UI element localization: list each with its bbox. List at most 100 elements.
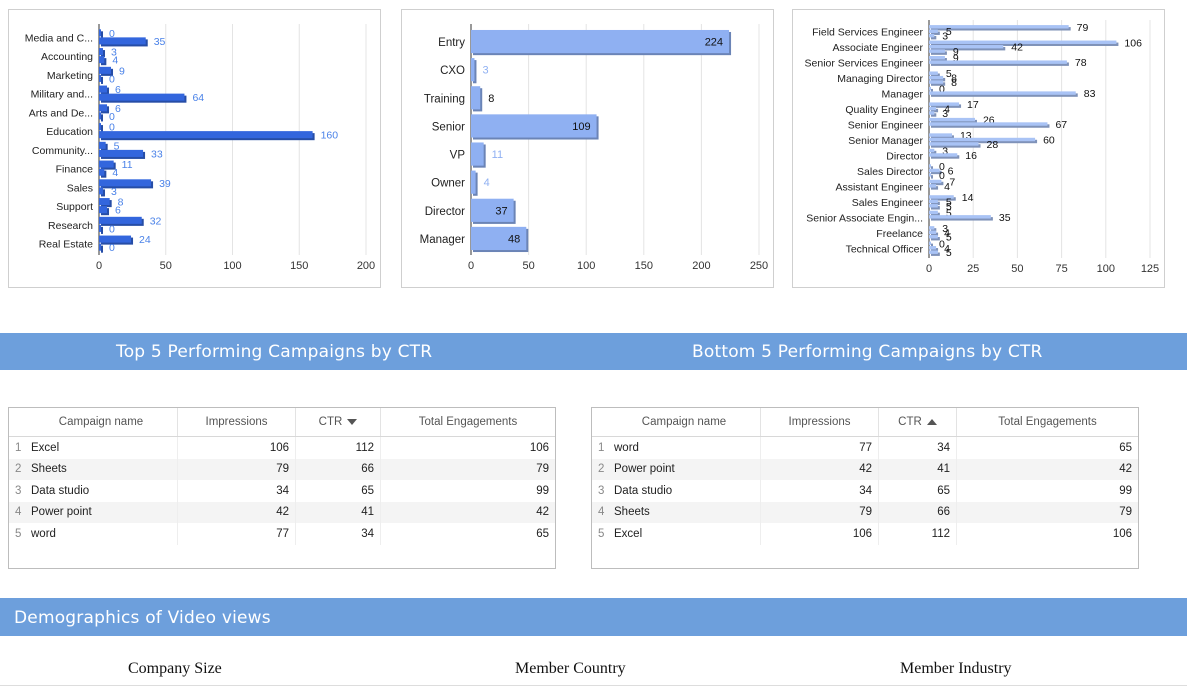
bar-shadow <box>931 135 954 139</box>
bar[interactable] <box>471 198 514 222</box>
bar[interactable] <box>99 179 152 187</box>
table-row[interactable]: 2 Power point 42 41 42 <box>592 458 1138 480</box>
bar[interactable] <box>929 230 937 235</box>
bar[interactable] <box>929 137 1036 142</box>
campaign-name-header[interactable]: Campaign name <box>608 408 761 437</box>
demographics-banner: Demographics of Video views <box>0 598 1187 636</box>
bar[interactable] <box>929 250 938 254</box>
bar[interactable] <box>929 49 945 53</box>
data-label: 17 <box>967 99 979 111</box>
bar[interactable] <box>99 56 105 64</box>
bar[interactable] <box>99 104 108 112</box>
bar[interactable] <box>471 170 476 194</box>
table-row[interactable]: 5 Excel 106 112 106 <box>592 523 1138 545</box>
table-row[interactable]: 4 Sheets 79 66 79 <box>592 501 1138 523</box>
bar[interactable] <box>929 56 945 60</box>
bar[interactable] <box>929 102 960 106</box>
bar[interactable] <box>929 40 1117 44</box>
campaign-name-cell: Sheets <box>25 458 178 480</box>
bar[interactable] <box>99 112 101 120</box>
bar[interactable] <box>929 235 938 239</box>
bar[interactable] <box>929 184 937 188</box>
bar[interactable] <box>99 216 142 224</box>
total-engagements-header[interactable]: Total Engagements <box>380 408 555 437</box>
bar[interactable] <box>929 241 931 246</box>
bar[interactable] <box>929 33 935 38</box>
table-row[interactable]: 4 Power point 42 41 42 <box>9 501 555 523</box>
bar[interactable] <box>99 85 108 93</box>
bar-shadow <box>931 42 1119 46</box>
bar[interactable] <box>929 80 944 84</box>
bar[interactable] <box>99 149 144 157</box>
bar[interactable] <box>929 204 938 208</box>
total-engagements-header[interactable]: Total Engagements <box>956 408 1138 437</box>
impressions-header[interactable]: Impressions <box>760 408 879 437</box>
bar[interactable] <box>99 93 185 101</box>
bar[interactable] <box>929 29 938 33</box>
bar[interactable] <box>929 133 952 137</box>
bar[interactable] <box>929 210 938 215</box>
bar[interactable] <box>929 215 991 219</box>
bar[interactable] <box>929 111 935 115</box>
table-row[interactable]: 3 Data studio 34 65 99 <box>592 480 1138 502</box>
bar[interactable] <box>929 164 931 168</box>
bar[interactable] <box>99 224 101 232</box>
bar[interactable] <box>99 168 105 176</box>
bar[interactable] <box>471 226 527 251</box>
bar[interactable] <box>929 168 940 173</box>
data-label: 26 <box>983 115 995 127</box>
bar[interactable] <box>99 48 104 56</box>
bar[interactable] <box>929 44 1004 49</box>
bar[interactable] <box>929 75 944 80</box>
bar[interactable] <box>99 160 114 168</box>
bar[interactable] <box>471 114 597 138</box>
bar[interactable] <box>929 91 1076 95</box>
campaign-name-header[interactable]: Campaign name <box>25 408 178 437</box>
table-row[interactable]: 3 Data studio 34 65 99 <box>9 480 555 502</box>
bar[interactable] <box>929 153 958 157</box>
bar[interactable] <box>99 187 104 195</box>
bar[interactable] <box>471 142 484 166</box>
table-row[interactable]: 1 Excel 106 112 106 <box>9 436 555 459</box>
bar[interactable] <box>929 173 931 177</box>
bar[interactable] <box>929 179 942 184</box>
table-row[interactable]: 5 word 77 34 65 <box>9 523 555 545</box>
bar[interactable] <box>471 29 730 54</box>
bar[interactable] <box>929 199 938 204</box>
bar[interactable] <box>929 148 935 153</box>
bar[interactable] <box>929 195 954 199</box>
bar[interactable] <box>99 29 101 37</box>
ctr-header[interactable]: CTR <box>878 408 957 437</box>
data-label: 32 <box>150 215 162 227</box>
bar[interactable] <box>99 206 108 214</box>
bar[interactable] <box>99 198 110 206</box>
bar[interactable] <box>471 86 481 110</box>
bar[interactable] <box>99 131 313 139</box>
bar[interactable] <box>99 74 101 82</box>
category-label: Sales <box>67 182 93 194</box>
bar[interactable] <box>929 142 979 146</box>
bar[interactable] <box>99 235 132 243</box>
bar[interactable] <box>99 123 101 131</box>
ctr-header[interactable]: CTR <box>295 408 381 437</box>
bar[interactable] <box>929 60 1067 64</box>
bar[interactable] <box>929 117 975 122</box>
bar[interactable] <box>929 106 937 111</box>
category-label: Technical Officer <box>846 243 924 255</box>
table-row[interactable]: 1 word 77 34 65 <box>592 436 1138 459</box>
bar[interactable] <box>929 246 937 250</box>
bar[interactable] <box>929 71 938 75</box>
impressions-header[interactable]: Impressions <box>177 408 296 437</box>
bar[interactable] <box>99 243 101 251</box>
table-row[interactable]: 2 Sheets 79 66 79 <box>9 458 555 480</box>
bar[interactable] <box>929 25 1069 29</box>
bar[interactable] <box>929 86 931 91</box>
bar[interactable] <box>471 58 475 82</box>
bar[interactable] <box>99 37 146 45</box>
data-label: 3 <box>942 108 948 120</box>
bar[interactable] <box>929 226 935 230</box>
bar[interactable] <box>99 66 112 74</box>
bar[interactable] <box>99 141 106 149</box>
data-label: 5 <box>946 207 952 219</box>
bar[interactable] <box>929 122 1048 126</box>
